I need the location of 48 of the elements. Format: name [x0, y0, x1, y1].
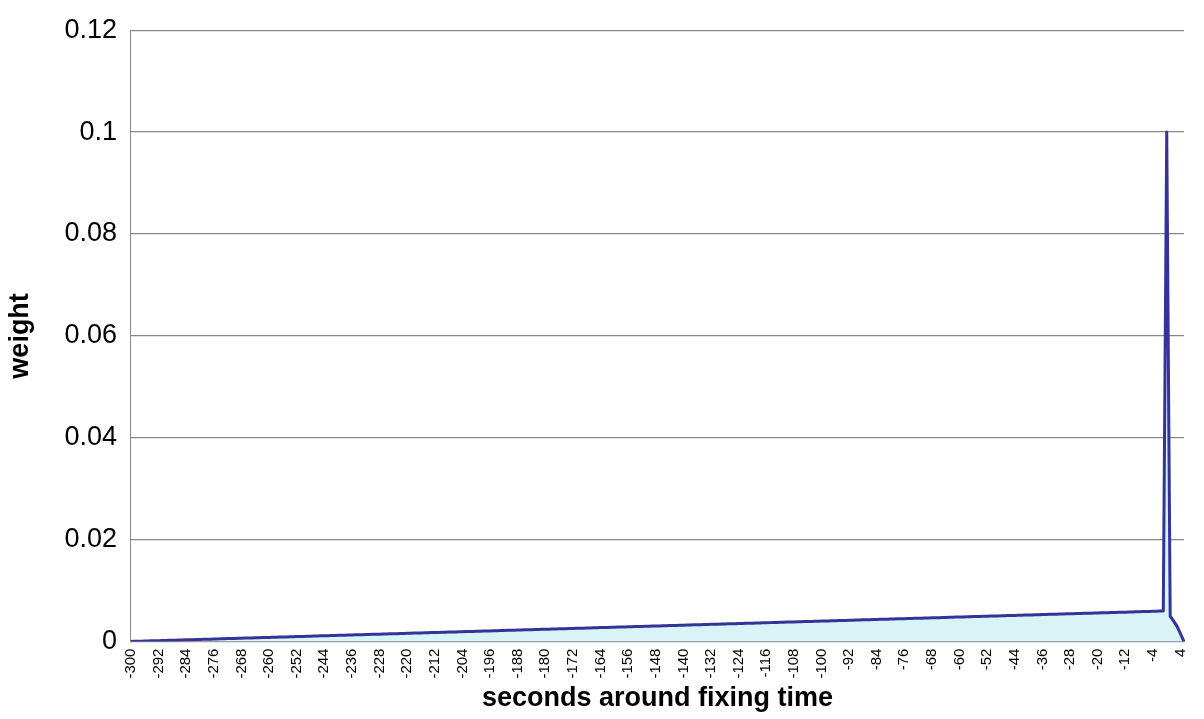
x-tick-label: -140: [673, 648, 691, 679]
x-tick-label: -92: [839, 648, 857, 671]
x-tick-label: -196: [480, 648, 498, 679]
x-tick-label: -60: [949, 648, 967, 671]
x-tick-label: -36: [1032, 648, 1050, 671]
y-tick-label: 0.06: [64, 319, 117, 350]
x-tick-label: -284: [176, 648, 194, 679]
x-tick-label: -76: [894, 648, 912, 671]
x-tick-label: -164: [590, 648, 608, 679]
x-tick-label: -12: [1115, 648, 1133, 671]
x-axis-title: seconds around fixing time: [481, 682, 834, 713]
x-tick-label: -220: [397, 648, 415, 679]
x-tick-label: -252: [286, 648, 304, 679]
x-tick-label: -44: [1004, 648, 1022, 671]
y-tick-label: 0.12: [64, 13, 117, 44]
x-tick-label: -268: [231, 648, 249, 679]
x-tick-label: -124: [728, 648, 746, 679]
x-tick-label: -100: [811, 648, 829, 679]
y-tick-label: 0.08: [64, 217, 117, 248]
y-tick-label: 0.1: [79, 115, 117, 146]
x-tick-label: -276: [203, 648, 221, 679]
y-axis-title: weight: [3, 293, 34, 380]
x-tick-label: -28: [1060, 648, 1078, 671]
y-tick-label: 0.02: [64, 523, 117, 554]
x-tick-label: -300: [121, 648, 139, 679]
x-tick-label: -292: [148, 648, 166, 679]
x-tick-label: 4: [1170, 648, 1188, 657]
x-tick-label: -52: [977, 648, 995, 671]
x-tick-label: -108: [783, 648, 801, 679]
x-tick-label: -180: [535, 648, 553, 679]
x-tick-label: -20: [1087, 648, 1105, 671]
x-tick-label: -244: [314, 648, 332, 679]
x-tick-label: -212: [424, 648, 442, 679]
x-tick-label: -132: [701, 648, 719, 679]
x-tick-label: -116: [756, 648, 774, 678]
x-tick-label: -236: [342, 648, 360, 679]
x-tick-label: -148: [645, 648, 663, 679]
x-tick-label: -84: [866, 648, 884, 671]
x-tick-label: -260: [259, 648, 277, 679]
x-tick-label: -188: [507, 648, 525, 679]
x-tick-label: -156: [618, 648, 636, 679]
x-tick-label: -228: [369, 648, 387, 679]
y-tick-label: 0: [101, 625, 117, 656]
x-tick-label: -204: [452, 648, 470, 679]
x-tick-label: -4: [1143, 648, 1161, 662]
x-tick-label: -172: [563, 648, 581, 679]
y-tick-label: 0.04: [64, 421, 117, 452]
x-tick-label: -68: [922, 648, 940, 671]
